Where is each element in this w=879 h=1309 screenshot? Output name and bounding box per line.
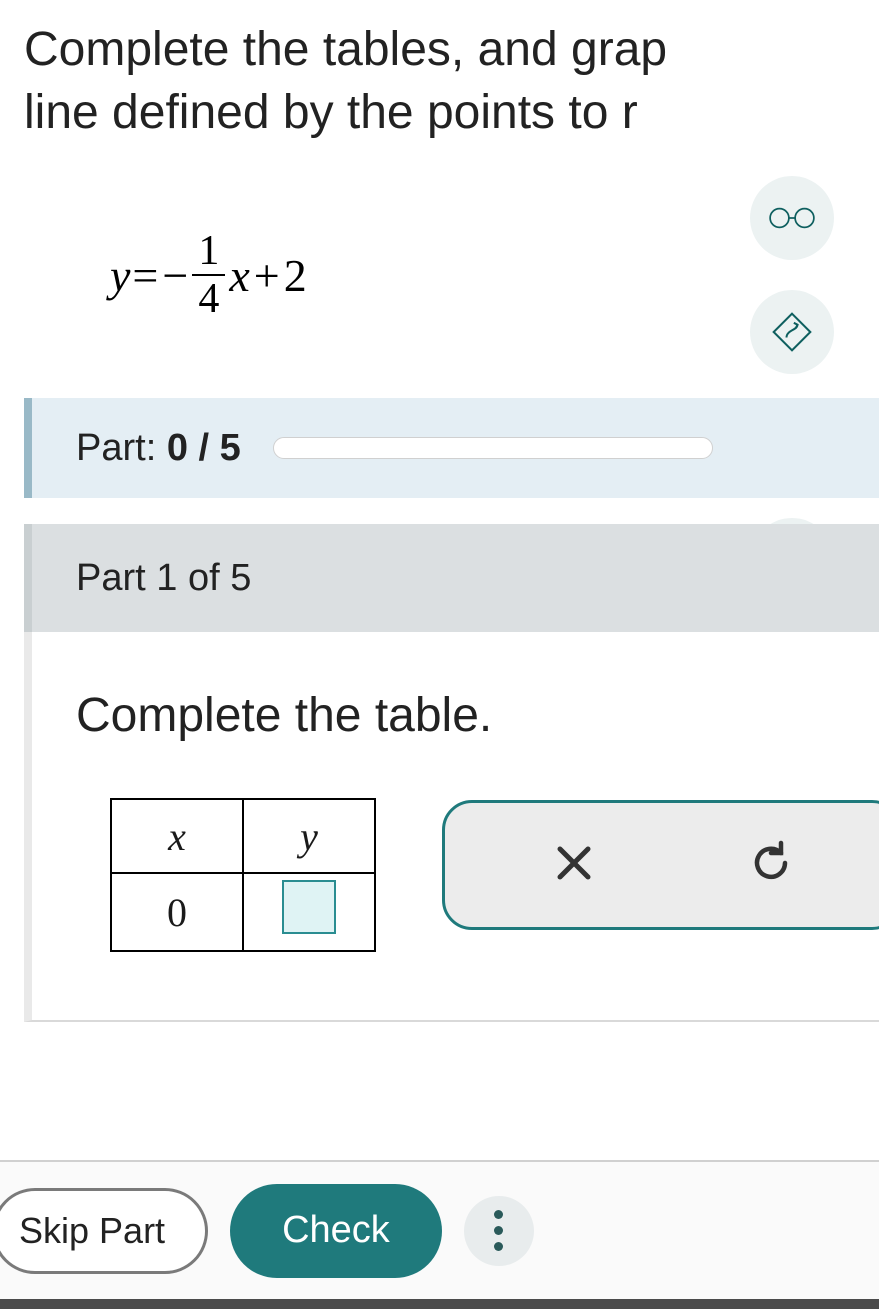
more-button[interactable]	[464, 1196, 534, 1266]
part-sep: /	[188, 427, 220, 469]
answer-input[interactable]	[282, 880, 336, 934]
instruction-text: Complete the table.	[76, 688, 492, 743]
part-total: 5	[220, 427, 241, 469]
eq-neg: −	[162, 249, 188, 302]
more-vertical-icon	[494, 1210, 503, 1251]
answer-toolbar	[442, 800, 879, 930]
cell-y-0	[243, 873, 375, 951]
eq-fraction: 1 4	[192, 230, 225, 320]
undo-icon	[747, 839, 795, 887]
accessibility-button[interactable]	[750, 176, 834, 260]
close-icon	[550, 839, 598, 887]
skip-part-button[interactable]: Skip Part	[0, 1188, 208, 1274]
cell-x-0: 0	[111, 873, 243, 951]
check-button[interactable]: Check	[230, 1184, 442, 1278]
part-header-text: Part 1 of 5	[76, 557, 251, 600]
xy-table: x y 0	[110, 798, 376, 952]
hint-arrow-icon	[770, 310, 814, 354]
eq-x: x	[229, 249, 249, 302]
skip-label: Skip Part	[19, 1210, 165, 1252]
prompt-line1: Complete the tables, and grap	[24, 18, 879, 83]
part-progress-label: Part: 0 / 5	[76, 427, 241, 470]
eq-const: 2	[284, 249, 307, 302]
part-header: Part 1 of 5	[24, 524, 879, 632]
reset-button[interactable]	[747, 839, 795, 892]
prompt-line2: line defined by the points to r	[24, 81, 879, 146]
prompt-text: Complete the tables, and grap line defin…	[24, 18, 879, 146]
eq-denominator: 4	[192, 278, 225, 320]
eq-equals: =	[132, 249, 158, 302]
th-x: x	[111, 799, 243, 873]
clear-button[interactable]	[550, 839, 598, 892]
progress-bar	[273, 437, 713, 459]
part-current: 0	[167, 427, 188, 469]
eq-plus: +	[254, 249, 280, 302]
glasses-icon	[767, 193, 817, 243]
hint-button[interactable]	[750, 290, 834, 374]
part-body: Complete the table. x y 0	[24, 632, 879, 1022]
eq-y: y	[110, 249, 130, 302]
check-label: Check	[282, 1209, 390, 1252]
equation: y = − 1 4 x + 2	[110, 230, 307, 320]
eq-numerator: 1	[192, 230, 225, 272]
th-y: y	[243, 799, 375, 873]
bottom-bar: Skip Part Check	[0, 1160, 879, 1309]
exercise-root: Complete the tables, and grap line defin…	[0, 0, 879, 1309]
part-label-prefix: Part:	[76, 427, 167, 469]
part-progress: Part: 0 / 5	[24, 398, 879, 498]
